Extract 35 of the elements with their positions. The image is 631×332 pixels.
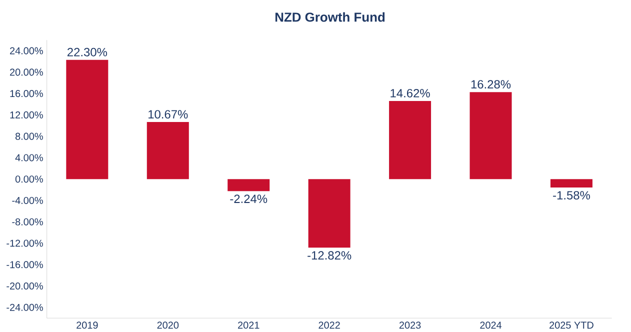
y-tick-label: -12.00%	[6, 240, 43, 247]
y-tick-label: -16.00%	[6, 261, 43, 268]
y-tick-label: 0.00%	[15, 176, 43, 183]
x-tick-label: 2019	[76, 322, 98, 329]
y-tick-label: 8.00%	[15, 132, 43, 140]
y-tick-label: -4.00%	[12, 196, 43, 204]
y-tick-label: -24.00%	[6, 304, 43, 311]
bar	[308, 179, 350, 248]
y-tick-label: 12.00%	[10, 111, 43, 118]
data-label: 22.30%	[67, 48, 108, 56]
bar	[146, 122, 189, 180]
data-label: -2.24%	[230, 194, 268, 204]
y-tick-label: 16.00%	[10, 90, 43, 98]
data-label: -1.58%	[553, 191, 590, 200]
bar	[228, 179, 270, 192]
y-tick-label: 4.00%	[15, 154, 43, 162]
x-tick-label: 2024	[480, 322, 502, 329]
x-tick-label: 2025 YTD	[550, 322, 594, 329]
y-tick-label: 20.00%	[10, 68, 43, 76]
y-tick-label: -8.00%	[12, 218, 43, 226]
data-label: 10.67%	[148, 110, 188, 119]
data-label: -12.82%	[308, 251, 352, 260]
bar	[66, 60, 108, 180]
y-tick-label: -20.00%	[6, 282, 43, 290]
x-tick-label: 2020	[157, 322, 179, 329]
data-label: 16.28%	[471, 80, 511, 89]
bar	[470, 92, 512, 180]
bar	[389, 100, 432, 180]
x-tick-label: 2021	[238, 322, 260, 329]
x-tick-label: 2022	[318, 322, 340, 329]
y-tick-label: 24.00%	[10, 47, 43, 54]
x-tick-label: 2023	[399, 322, 421, 329]
chart-title: NZD Growth Fund	[275, 12, 385, 22]
bar	[550, 179, 592, 188]
data-label: 14.62%	[390, 88, 430, 98]
